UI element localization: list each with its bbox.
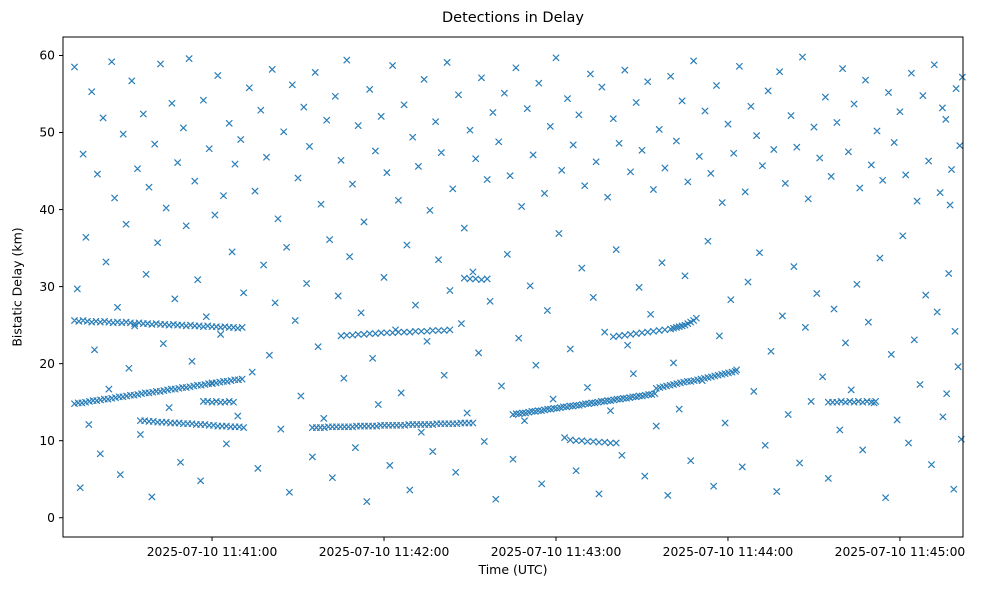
y-tick-label-0: 0 bbox=[47, 511, 55, 525]
x-tick-label-4: 2025-07-10 11:45:00 bbox=[835, 545, 966, 559]
x-tick-label-3: 2025-07-10 11:44:00 bbox=[663, 545, 794, 559]
x-axis-label: Time (UTC) bbox=[478, 562, 548, 577]
axes-frame bbox=[62, 36, 964, 538]
y-tick-label-1: 10 bbox=[39, 434, 55, 448]
y-tick-label-3: 30 bbox=[39, 280, 55, 294]
x-tick-label-1: 2025-07-10 11:42:00 bbox=[319, 545, 450, 559]
y-axis-label: Bistatic Delay (km) bbox=[9, 227, 25, 347]
y-tick-label-2: 20 bbox=[39, 357, 55, 371]
y-tick-label-5: 50 bbox=[39, 126, 55, 140]
chart-title: Detections in Delay bbox=[441, 10, 584, 26]
y-tick-label-6: 60 bbox=[39, 49, 55, 63]
scatter-points bbox=[71, 53, 966, 505]
x-tick-label-2: 2025-07-10 11:43:00 bbox=[491, 545, 622, 559]
x-tick-label-0: 2025-07-10 11:41:00 bbox=[147, 545, 278, 559]
y-tick-label-4: 40 bbox=[39, 203, 55, 217]
